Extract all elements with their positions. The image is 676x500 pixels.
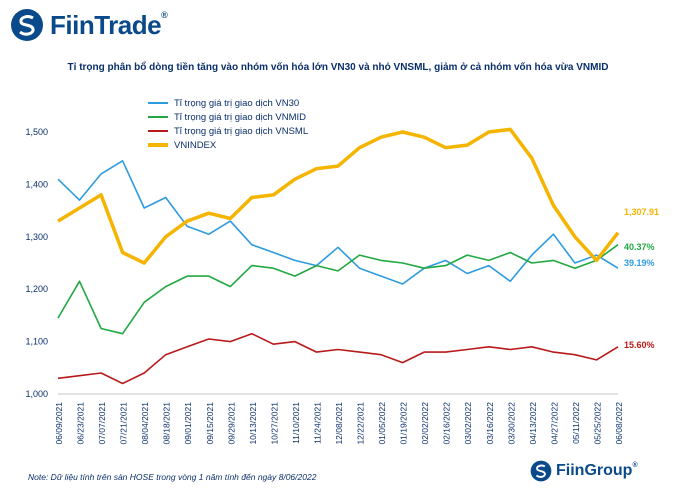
fiingroup-logo: FiinGroup® bbox=[530, 460, 638, 482]
series-line-vnsml bbox=[57, 332, 619, 385]
legend-item-vnindex: VNINDEX bbox=[148, 138, 308, 152]
legend-swatch-vnindex bbox=[148, 143, 168, 147]
legend-label-vnindex: VNINDEX bbox=[174, 139, 217, 151]
end-label-vnmid: 40.37% bbox=[624, 242, 655, 252]
y-tick-label: 1,500 bbox=[25, 127, 48, 137]
legend-label-vnmid: Tỉ trọng giá trị giao dịch VNMID bbox=[174, 111, 306, 123]
x-tick-label: 12/08/2021 bbox=[334, 402, 344, 445]
x-tick-label: 03/02/2022 bbox=[463, 402, 473, 445]
legend-item-vnsml: Tỉ trọng giá trị giao dịch VNSML bbox=[148, 124, 308, 138]
fiintrade-emblem-icon bbox=[11, 9, 43, 41]
x-tick-label: 03/30/2022 bbox=[506, 402, 516, 445]
x-tick-label: 02/16/2022 bbox=[442, 402, 452, 445]
legend-label-vnsml: Tỉ trọng giá trị giao dịch VNSML bbox=[174, 125, 309, 137]
y-tick-label: 1,200 bbox=[25, 284, 48, 294]
legend-label-vn30: Tỉ trọng giá trị giao dịch VN30 bbox=[174, 97, 300, 109]
end-label-vnsml: 15.60% bbox=[624, 340, 655, 350]
x-tick-label: 11/24/2021 bbox=[312, 402, 322, 444]
series-line-vnmid bbox=[57, 244, 619, 335]
legend-swatch-vn30 bbox=[148, 102, 168, 104]
x-tick-label: 08/04/2021 bbox=[140, 402, 150, 445]
legend-swatch-vnsml bbox=[148, 130, 168, 132]
registered-mark: ® bbox=[161, 9, 168, 20]
chart-title: Tỉ trọng phân bổ dòng tiền tăng vào nhóm… bbox=[67, 62, 609, 73]
legend-item-vn30: Tỉ trọng giá trị giao dịch VN30 bbox=[148, 96, 308, 110]
fiintrade-logo: FiinTrade® bbox=[10, 8, 168, 42]
x-tick-label: 04/27/2022 bbox=[549, 402, 559, 445]
x-tick-label: 02/02/2022 bbox=[420, 402, 430, 445]
end-label-vnindex: 1,307.91 bbox=[624, 207, 659, 217]
end-labels: 39.19% 40.37% 15.60% 1,307.91 bbox=[624, 207, 659, 350]
x-tick-label: 07/07/2021 bbox=[97, 402, 107, 445]
x-tick-label: 11/10/2021 bbox=[291, 402, 301, 444]
x-tick-label: 08/18/2021 bbox=[162, 402, 172, 445]
x-tick-label: 07/21/2021 bbox=[119, 402, 129, 445]
series-lines bbox=[57, 127, 620, 385]
fiingroup-wordmark: FiinGroup bbox=[556, 462, 633, 479]
chart-legend: Tỉ trọng giá trị giao dịch VN30 Tỉ trọng… bbox=[148, 96, 308, 152]
x-tick-label: 06/08/2022 bbox=[614, 402, 624, 445]
series-line-vn30 bbox=[57, 160, 619, 285]
series-line-vnindex bbox=[57, 127, 620, 265]
y-tick-label: 1,000 bbox=[25, 389, 48, 399]
x-tick-label: 04/13/2022 bbox=[528, 402, 538, 445]
end-label-vn30: 39.19% bbox=[624, 258, 655, 268]
y-tick-label: 1,100 bbox=[25, 337, 48, 347]
y-tick-label: 1,300 bbox=[25, 232, 48, 242]
x-tick-label: 01/05/2022 bbox=[377, 402, 387, 445]
x-tick-label: 03/16/2022 bbox=[485, 402, 495, 445]
legend-swatch-vnmid bbox=[148, 116, 168, 118]
fiingroup-emblem-icon bbox=[530, 460, 552, 482]
x-tick-label: 09/01/2021 bbox=[183, 402, 193, 445]
legend-item-vnmid: Tỉ trọng giá trị giao dịch VNMID bbox=[148, 110, 308, 124]
x-tick-label: 06/23/2021 bbox=[76, 402, 86, 445]
x-tick-label: 09/15/2021 bbox=[205, 402, 215, 445]
x-tick-label: 12/22/2021 bbox=[356, 402, 366, 445]
y-tick-label: 1,400 bbox=[25, 179, 48, 189]
y-axis: 1,000 1,100 1,200 1,300 1,400 1,500 bbox=[25, 127, 48, 399]
x-tick-label: 05/11/2022 bbox=[571, 402, 581, 444]
x-tick-label: 05/25/2022 bbox=[592, 402, 602, 445]
x-tick-label: 10/27/2021 bbox=[269, 402, 279, 445]
footnote: Note: Dữ liệu tính trên sàn HOSE trong v… bbox=[28, 472, 317, 482]
x-tick-label: 01/19/2022 bbox=[399, 402, 409, 445]
x-tick-label: 06/09/2021 bbox=[54, 402, 64, 445]
x-tick-label: 10/13/2021 bbox=[248, 402, 258, 445]
x-axis: 06/09/2021 06/23/2021 07/07/2021 07/21/2021… bbox=[54, 393, 624, 445]
registered-mark-bottom: ® bbox=[632, 462, 638, 469]
x-tick-label: 09/29/2021 bbox=[226, 402, 236, 445]
fiintrade-wordmark: FiinTrade bbox=[50, 9, 162, 40]
